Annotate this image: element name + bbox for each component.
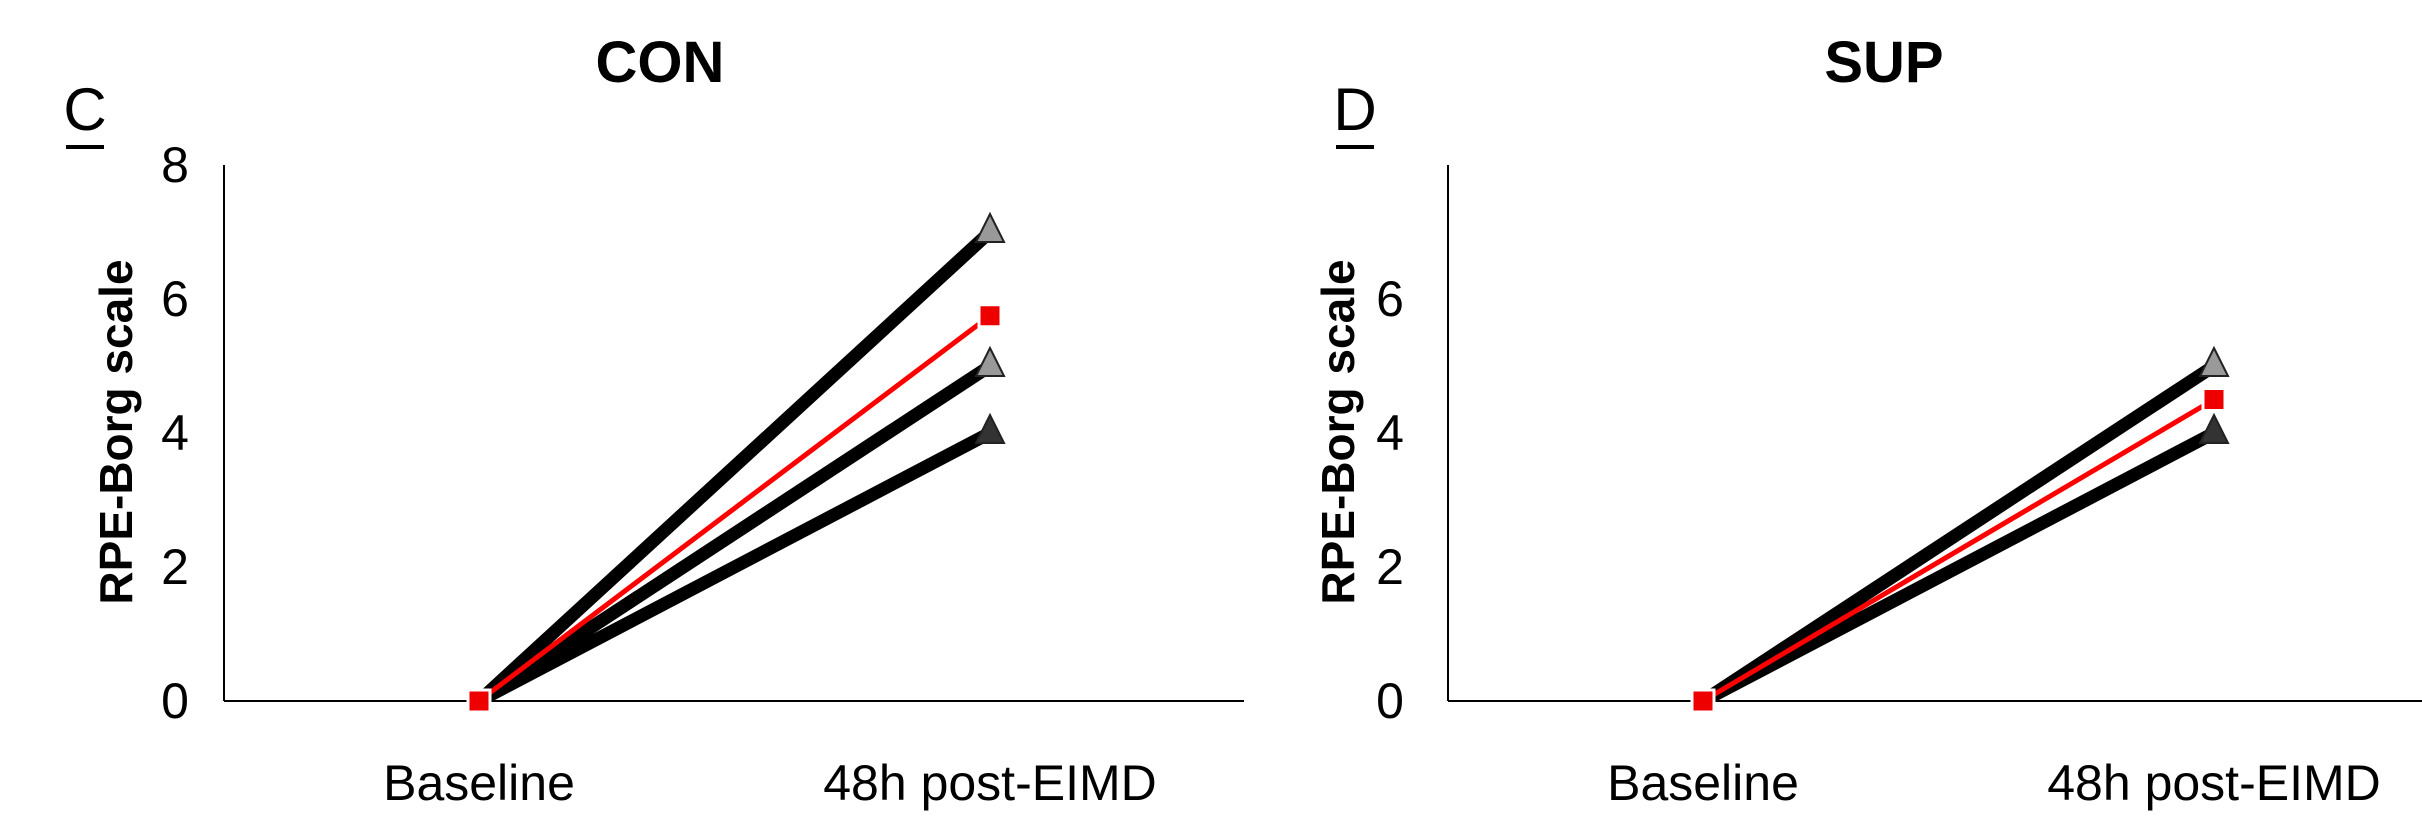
mean-series-line xyxy=(1700,397,2217,704)
series-markers xyxy=(466,211,1006,714)
x-category-label: Baseline xyxy=(383,755,575,811)
triangle-marker xyxy=(974,211,1006,243)
series-markers xyxy=(1690,345,2230,714)
participant-series-line xyxy=(1696,426,2221,708)
y-ticks: 0 2 4 6 8 xyxy=(161,137,189,729)
triangle-marker xyxy=(974,345,1006,377)
y-axis-label: RPE-Borg scale xyxy=(90,259,142,604)
y-axis-label: RPE-Borg scale xyxy=(1312,259,1364,604)
y-tick-label: 2 xyxy=(1376,539,1404,595)
participant-series-line xyxy=(472,426,997,708)
y-tick-label: 8 xyxy=(161,137,189,193)
y-tick-label: 0 xyxy=(1376,673,1404,729)
triangle-marker xyxy=(974,412,1006,444)
panel-con: CON C RPE-Borg scale 0 2 4 6 8 Baseline 48h p… xyxy=(63,30,1244,811)
y-tick-label: 4 xyxy=(161,405,189,461)
y-tick-label: 4 xyxy=(1376,405,1404,461)
x-category-label: Baseline xyxy=(1607,755,1799,811)
mean-series-line xyxy=(476,313,993,704)
y-tick-label: 6 xyxy=(1376,271,1404,327)
y-tick-label: 0 xyxy=(161,673,189,729)
participant-series-line xyxy=(472,359,997,708)
triangle-marker xyxy=(2198,412,2230,444)
square-marker xyxy=(977,303,1003,329)
series-lines xyxy=(1696,359,2221,708)
x-categories: Baseline 48h post-EIMD xyxy=(383,755,1157,811)
triangle-marker xyxy=(2198,345,2230,377)
panel-sup: SUP D RPE-Borg scale 0 2 4 6 Baseline 48h po… xyxy=(1312,30,2422,811)
square-marker xyxy=(1690,688,1716,714)
square-marker xyxy=(2201,387,2227,412)
y-tick-label: 2 xyxy=(161,539,189,595)
x-categories: Baseline 48h post-EIMD xyxy=(1607,755,2381,811)
square-marker xyxy=(466,688,492,714)
participant-series-line xyxy=(472,225,997,708)
participant-series-line xyxy=(1696,359,2221,708)
y-ticks: 0 2 4 6 xyxy=(1376,271,1404,729)
chart-title: CON xyxy=(596,30,725,95)
panel-letter: D xyxy=(1333,76,1376,143)
x-category-label: 48h post-EIMD xyxy=(823,755,1156,811)
panel-letter: C xyxy=(63,76,106,143)
y-tick-label: 6 xyxy=(161,271,189,327)
x-category-label: 48h post-EIMD xyxy=(2047,755,2380,811)
chart-title: SUP xyxy=(1824,30,1943,95)
series-lines xyxy=(472,225,997,708)
